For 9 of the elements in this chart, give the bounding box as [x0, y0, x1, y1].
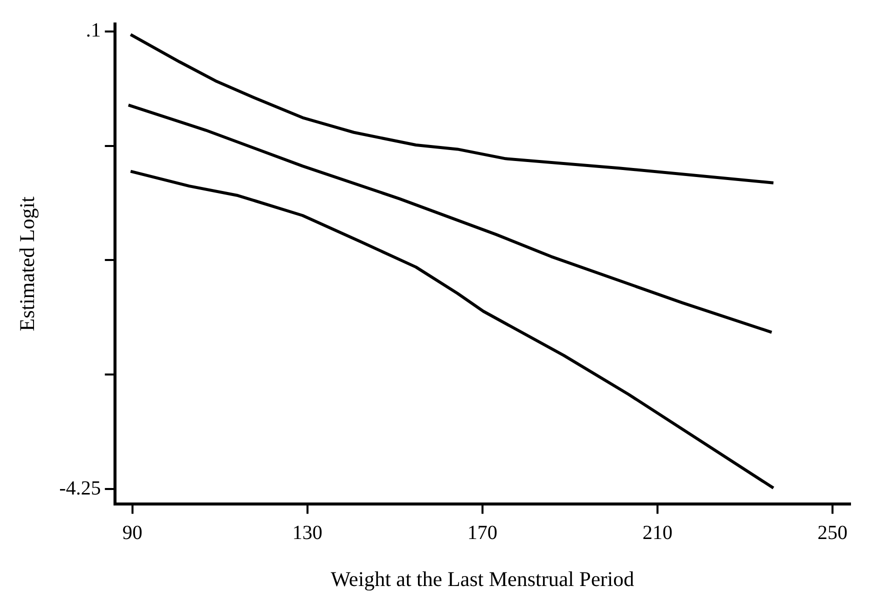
x-tick-label: 170 — [467, 522, 498, 544]
x-tick-label: 210 — [642, 522, 672, 544]
y-axis-title: Estimated Logit — [15, 196, 40, 332]
x-axis-title: Weight at the Last Menstrual Period — [330, 566, 635, 591]
x-tick-label: 90 — [122, 522, 142, 544]
y-tick-label: -4.25 — [59, 477, 101, 500]
y-tick-label: .1 — [86, 20, 101, 42]
x-tick-label: 250 — [817, 522, 848, 544]
x-tick-label: 130 — [292, 522, 322, 544]
